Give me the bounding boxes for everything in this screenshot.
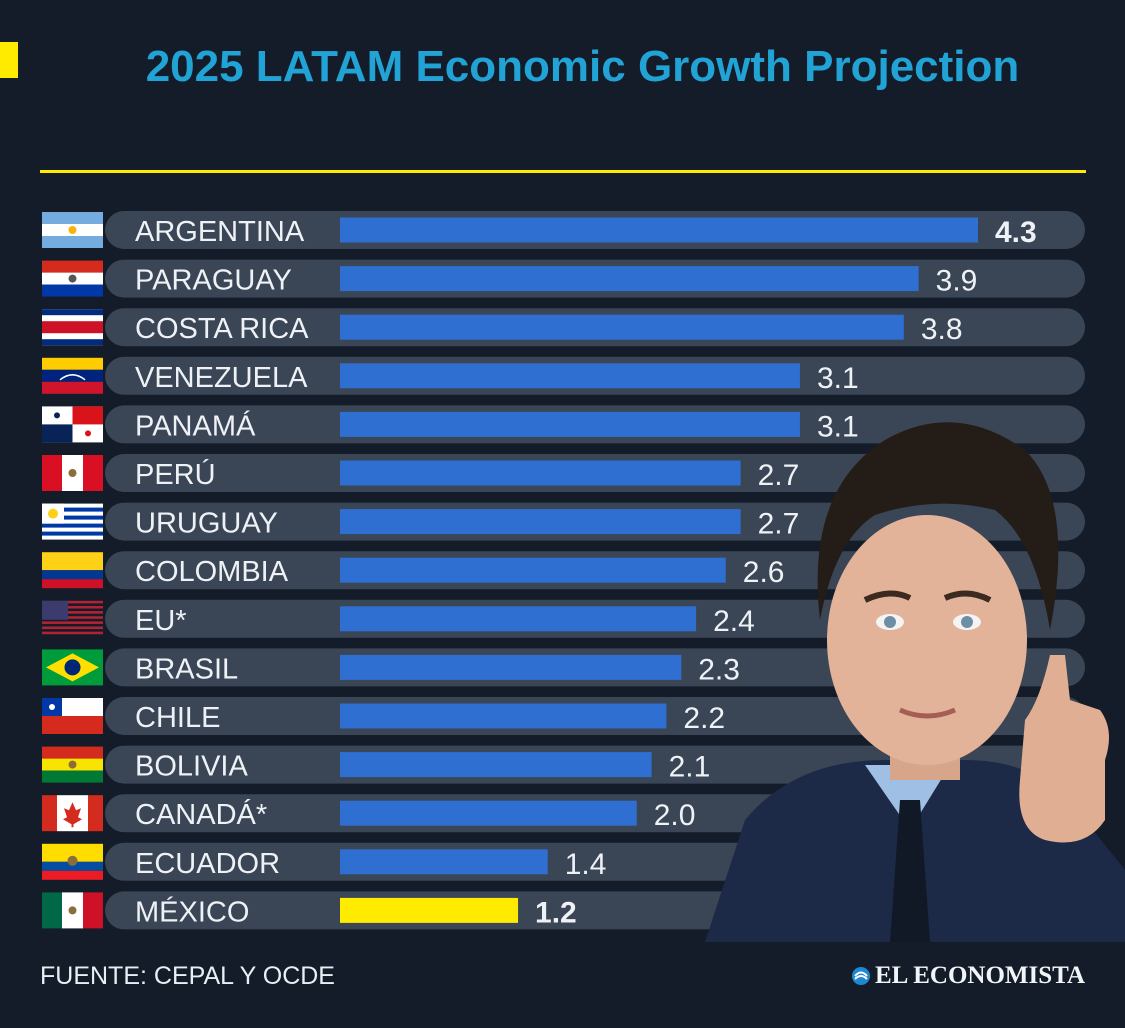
brazil-flag-icon (42, 649, 103, 686)
bar (340, 654, 682, 680)
publisher-brand-text: EL ECONOMISTA (875, 962, 1085, 989)
value-label: 2.7 (758, 459, 800, 492)
bar (340, 509, 741, 535)
el-economista-logo-icon (852, 967, 870, 985)
value-label: 4.3 (995, 216, 1037, 249)
paraguay-flag-icon (42, 260, 103, 297)
value-label: 3.1 (817, 362, 859, 395)
bar (340, 217, 978, 243)
category-label: URUGUAY (135, 508, 278, 540)
value-label: 3.1 (817, 410, 859, 443)
category-label: COLOMBIA (135, 556, 289, 588)
bar (340, 800, 637, 826)
value-label: 2.7 (758, 508, 800, 541)
costa-rica-flag-icon (42, 309, 103, 346)
bar (340, 897, 519, 923)
value-label: 3.9 (936, 265, 978, 298)
source-note: FUENTE: CEPAL Y OCDE (40, 962, 335, 990)
category-label: COSTA RICA (135, 313, 309, 345)
person-thumbs-up-photo (705, 422, 1125, 942)
bar (340, 460, 741, 486)
panama-flag-icon (42, 406, 103, 443)
category-label: MÉXICO (135, 895, 249, 928)
peru-flag-icon (42, 455, 103, 491)
bar (340, 752, 652, 778)
publisher-brand: EL ECONOMISTA (851, 962, 1085, 990)
category-label: ECUADOR (135, 848, 280, 880)
bolivia-flag-icon (42, 746, 103, 783)
value-label: 2.4 (713, 605, 755, 638)
category-label: VENEZUELA (135, 362, 308, 394)
bar (340, 557, 726, 583)
value-label: 2.1 (669, 751, 711, 784)
category-label: PANAMÁ (135, 409, 256, 442)
value-label: 2.3 (698, 653, 740, 686)
category-label: EU* (135, 605, 187, 637)
mexico-flag-icon (42, 892, 103, 929)
category-label: CANADÁ* (135, 798, 267, 831)
category-label: PERÚ (135, 458, 216, 491)
title-divider (40, 170, 1086, 173)
bar (340, 363, 800, 389)
usa-flag-icon (42, 600, 103, 635)
chart-title: 2025 LATAM Economic Growth Projection (145, 42, 1020, 91)
bar (340, 314, 904, 340)
bar (340, 703, 667, 729)
category-label: BOLIVIA (135, 751, 248, 783)
category-label: BRASIL (135, 653, 238, 685)
canada-flag-icon (42, 795, 103, 832)
bar (340, 606, 697, 632)
value-label: 1.4 (565, 848, 607, 881)
category-label: ARGENTINA (135, 216, 305, 248)
value-label: 2.0 (654, 799, 696, 832)
chile-flag-icon (42, 698, 103, 734)
bar (340, 849, 548, 875)
ecuador-flag-icon (42, 843, 103, 880)
value-label: 2.6 (743, 556, 785, 589)
uruguay-flag-icon (42, 503, 103, 540)
venezuela-flag-icon (42, 357, 103, 394)
bar (340, 266, 919, 292)
colombia-flag-icon (42, 552, 103, 589)
category-label: CHILE (135, 702, 220, 734)
value-label: 3.8 (921, 313, 963, 346)
value-label: 2.2 (683, 702, 725, 735)
bar (340, 411, 800, 437)
argentina-flag-icon (42, 212, 103, 248)
accent-square (0, 42, 18, 78)
value-label: 1.2 (535, 896, 577, 929)
category-label: PARAGUAY (135, 265, 292, 297)
